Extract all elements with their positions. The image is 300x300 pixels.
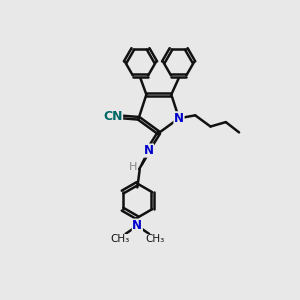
Text: CH₃: CH₃ [110, 234, 129, 244]
Text: N: N [143, 144, 154, 157]
Text: H: H [129, 162, 137, 172]
Text: CH₃: CH₃ [146, 234, 165, 244]
Text: CN: CN [103, 110, 122, 123]
Text: N: N [174, 112, 184, 125]
Text: N: N [132, 219, 142, 232]
